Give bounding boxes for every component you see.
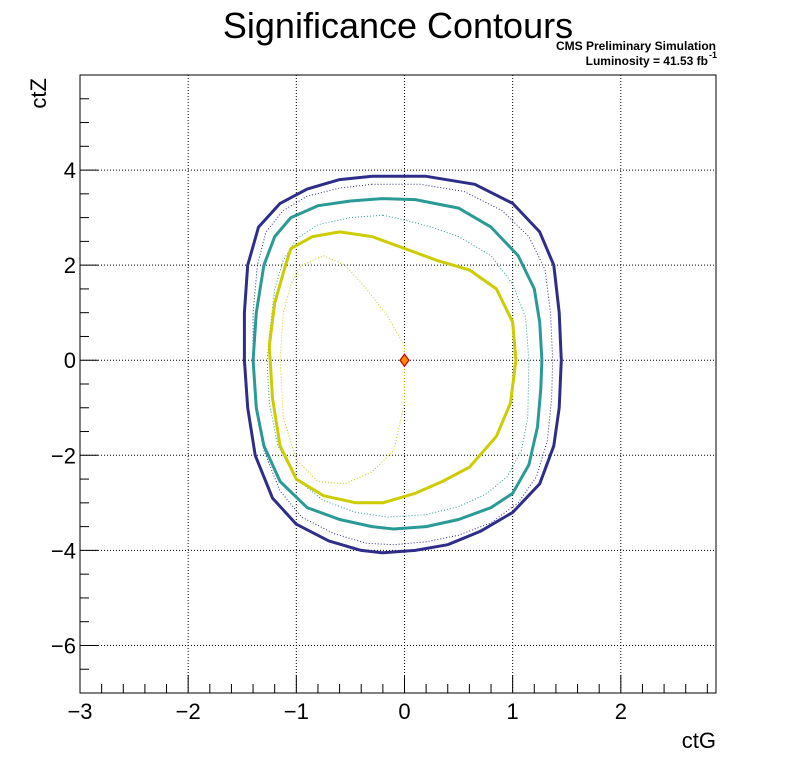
contour-line-4	[266, 214, 530, 518]
y-tick-label: −6	[51, 633, 76, 658]
y-tick-label: 0	[64, 348, 76, 373]
contour-line-5	[267, 230, 518, 505]
y-tick-label: 4	[64, 158, 76, 183]
x-tick-label: 0	[398, 699, 410, 724]
y-axis-label: ctZ	[26, 78, 51, 109]
luminosity-label: Luminosity = 41.53 fb	[586, 54, 708, 68]
contour-line-1	[242, 174, 563, 555]
contour-lines	[242, 174, 563, 555]
x-tick-label: 1	[507, 699, 519, 724]
y-tick-label: −2	[51, 443, 76, 468]
x-tick-label: −3	[67, 699, 92, 724]
x-tick-label: −2	[176, 699, 201, 724]
y-tick-label: 2	[64, 253, 76, 278]
chart-title: Significance Contours	[223, 5, 573, 46]
x-tick-label: −1	[284, 699, 309, 724]
best-fit-marker	[399, 353, 410, 368]
grid	[79, 75, 716, 693]
contour-line-2	[252, 183, 554, 546]
contour-line-3	[251, 197, 544, 531]
x-tick-label: 2	[615, 699, 627, 724]
axis-ticks: −3 −2 −1 0 1 2 −6 −4 −2 0 2 4	[51, 74, 708, 724]
x-axis-label: ctG	[682, 728, 716, 753]
cms-label: CMS Preliminary Simulation	[556, 39, 716, 53]
y-tick-label: −4	[51, 538, 76, 563]
luminosity-exponent: -1	[709, 50, 717, 60]
best-fit-layer	[399, 353, 410, 368]
contour-line-6	[279, 255, 405, 485]
